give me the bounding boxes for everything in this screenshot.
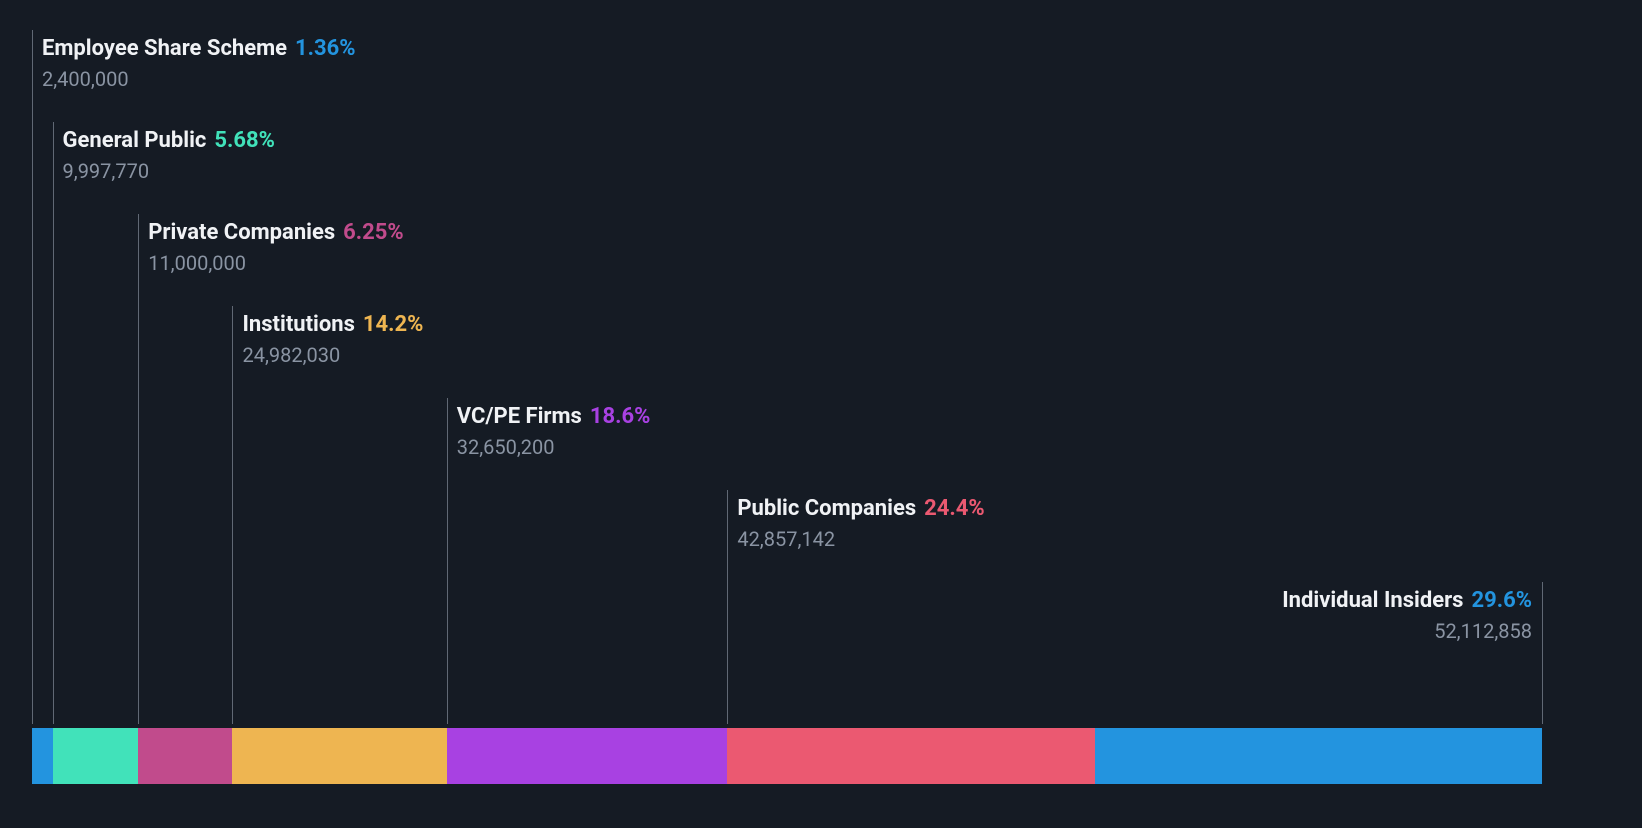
guide-line: [447, 398, 448, 724]
guide-line: [727, 490, 728, 724]
bar-segment: [32, 728, 53, 784]
ownership-entry: General Public 5.68% 9,997,770: [63, 128, 275, 183]
segment-name: Institutions: [242, 312, 354, 337]
segment-value: 11,000,000: [148, 251, 403, 275]
bar-segment: [138, 728, 232, 784]
segment-value: 2,400,000: [42, 67, 356, 91]
ownership-entry: Public Companies 24.4% 42,857,142: [737, 496, 984, 551]
segment-name: Employee Share Scheme: [42, 36, 287, 61]
segment-percent: 6.25%: [343, 220, 404, 245]
bar-segment: [1095, 728, 1542, 784]
segment-value: 52,112,858: [1282, 619, 1532, 643]
segment-value: 24,982,030: [242, 343, 423, 367]
ownership-breakdown-chart: Employee Share Scheme 1.36% 2,400,000 Gener…: [32, 28, 1542, 784]
guide-line: [32, 30, 33, 724]
ownership-entry: Individual Insiders 29.6% 52,112,858: [1282, 588, 1532, 643]
stacked-bar: [32, 728, 1542, 784]
ownership-entry: Employee Share Scheme 1.36% 2,400,000: [42, 36, 356, 91]
segment-name: Public Companies: [737, 496, 916, 521]
ownership-entry: Institutions 14.2% 24,982,030: [242, 312, 423, 367]
bar-segment: [232, 728, 446, 784]
segment-value: 32,650,200: [457, 435, 651, 459]
segment-value: 9,997,770: [63, 159, 275, 183]
segment-value: 42,857,142: [737, 527, 984, 551]
segment-percent: 18.6%: [590, 404, 651, 429]
segment-percent: 1.36%: [295, 36, 356, 61]
segment-name: VC/PE Firms: [457, 404, 582, 429]
segment-percent: 5.68%: [214, 128, 275, 153]
ownership-entry: VC/PE Firms 18.6% 32,650,200: [457, 404, 651, 459]
guide-line: [1542, 582, 1543, 724]
segment-percent: 24.4%: [924, 496, 985, 521]
segment-percent: 14.2%: [363, 312, 424, 337]
segment-name: Individual Insiders: [1282, 588, 1463, 613]
guide-line: [232, 306, 233, 724]
ownership-entry: Private Companies 6.25% 11,000,000: [148, 220, 403, 275]
guide-line: [53, 122, 54, 724]
bar-segment: [727, 728, 1095, 784]
segment-name: General Public: [63, 128, 207, 153]
segment-percent: 29.6%: [1471, 588, 1532, 613]
guide-line: [138, 214, 139, 724]
bar-segment: [53, 728, 139, 784]
segment-name: Private Companies: [148, 220, 335, 245]
bar-segment: [447, 728, 728, 784]
